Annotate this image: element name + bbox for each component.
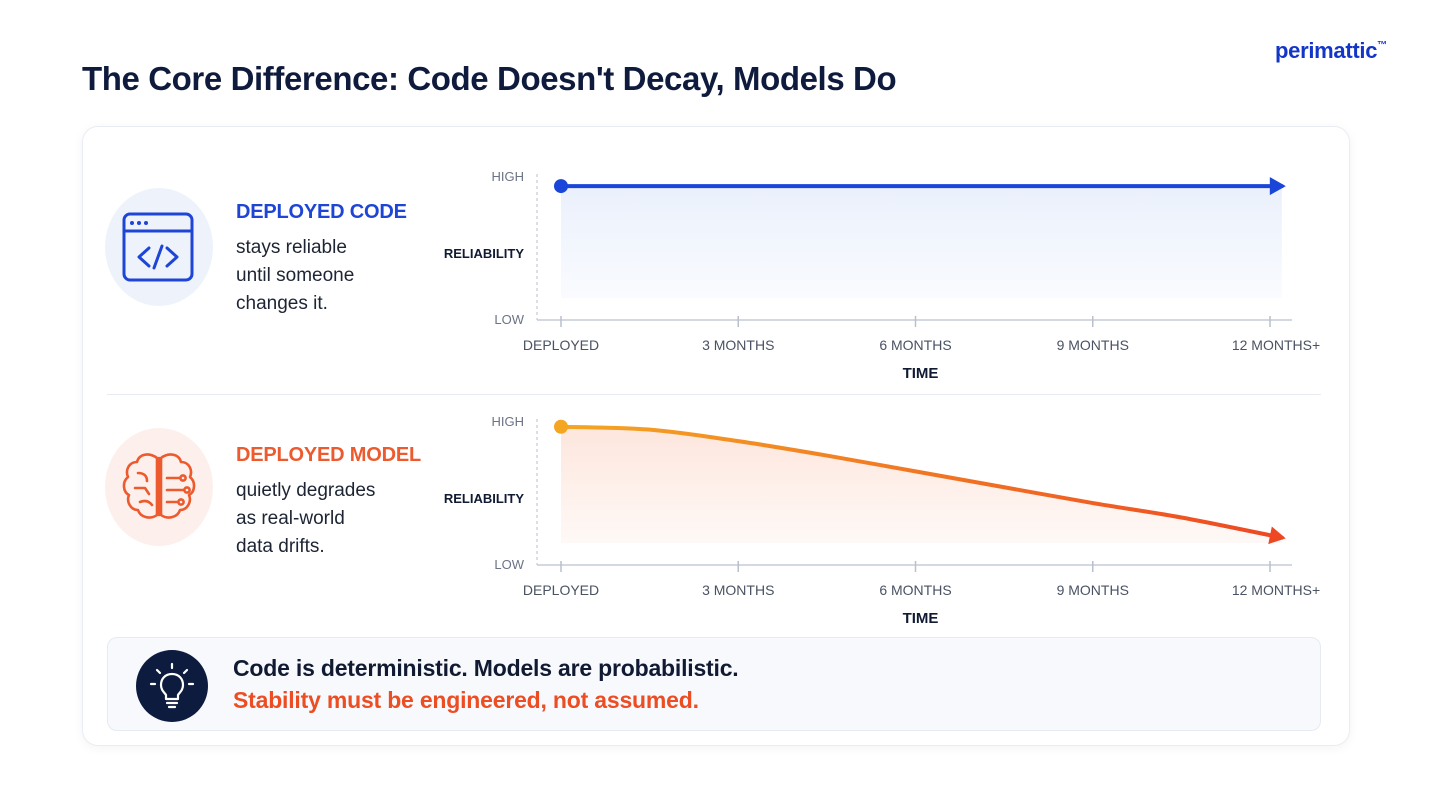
code-desc-line: until someone	[236, 265, 355, 286]
code-row-title: DEPLOYED CODE	[236, 201, 407, 223]
model-chart-x-tick-label: DEPLOYED	[523, 582, 599, 598]
code-chart-start-point	[554, 179, 568, 194]
code-reliability-chart: HIGH LOW RELIABILITY DEPLOYED 3 MONTHS 6 MONT…	[444, 169, 1320, 382]
insight-line-deterministic: Code is deterministic. Models are probab…	[233, 655, 739, 681]
code-chart-x-tick-label: DEPLOYED	[523, 337, 599, 353]
code-desc-line: changes it.	[236, 293, 328, 314]
model-chart-series-line	[559, 424, 1284, 540]
model-chart-x-tick-label: 3 MONTHS	[702, 582, 774, 598]
model-chart-x-tick-label: 9 MONTHS	[1057, 582, 1129, 598]
model-chart-y-axis-label: RELIABILITY	[444, 491, 524, 506]
model-chart-y-tick-high: HIGH	[492, 414, 525, 429]
code-chart-arrow-head	[1269, 177, 1286, 196]
model-chart-area-fill	[561, 426, 1282, 543]
code-chart-x-tick-label: 9 MONTHS	[1057, 337, 1129, 353]
model-chart-x-tick-label: 12 MONTHS+	[1232, 582, 1320, 598]
code-window-icon	[105, 188, 213, 306]
brand-name: perimattic	[1275, 38, 1378, 63]
code-chart-x-axis-label: TIME	[903, 365, 939, 382]
code-chart-area-fill	[561, 186, 1282, 298]
model-reliability-chart: HIGH LOW RELIABILITY DEPLOYED 3 MONTHS 6 MONT…	[444, 414, 1320, 627]
code-chart-y-tick-high: HIGH	[492, 169, 525, 184]
model-row-description: quietly degrades as real-world data drif…	[236, 477, 416, 561]
model-desc-line: as real-world	[236, 508, 345, 529]
model-row-title: DEPLOYED MODEL	[236, 444, 421, 466]
lightbulb-icon	[136, 650, 208, 722]
model-chart-x-tick-label: 6 MONTHS	[879, 582, 951, 598]
model-desc-line: quietly degrades	[236, 480, 376, 501]
code-chart-y-axis-label: RELIABILITY	[444, 246, 524, 261]
code-desc-line: stays reliable	[236, 237, 347, 258]
code-row-description: stays reliable until someone changes it.	[236, 234, 416, 318]
key-insight-box	[107, 637, 1321, 731]
insight-line-stability: Stability must be engineered, not assume…	[233, 687, 699, 713]
model-desc-line: data drifts.	[236, 536, 325, 557]
brain-circuit-icon	[105, 428, 213, 546]
model-chart-x-axis-label: TIME	[903, 610, 939, 627]
model-chart-arrow-head	[1268, 526, 1286, 545]
page-title: The Core Difference: Code Doesn't Decay,…	[82, 60, 897, 97]
code-chart-x-tick-label: 12 MONTHS+	[1232, 337, 1320, 353]
code-chart-x-tick-label: 6 MONTHS	[879, 337, 951, 353]
brand-trademark: ™	[1377, 39, 1387, 51]
code-chart-x-tick-label: 3 MONTHS	[702, 337, 774, 353]
model-chart-y-tick-low: LOW	[494, 557, 524, 572]
row-divider	[107, 394, 1321, 395]
model-chart-start-point	[554, 419, 568, 434]
code-chart-y-tick-low: LOW	[494, 312, 524, 327]
brand-logo: perimattic™	[1275, 38, 1387, 64]
